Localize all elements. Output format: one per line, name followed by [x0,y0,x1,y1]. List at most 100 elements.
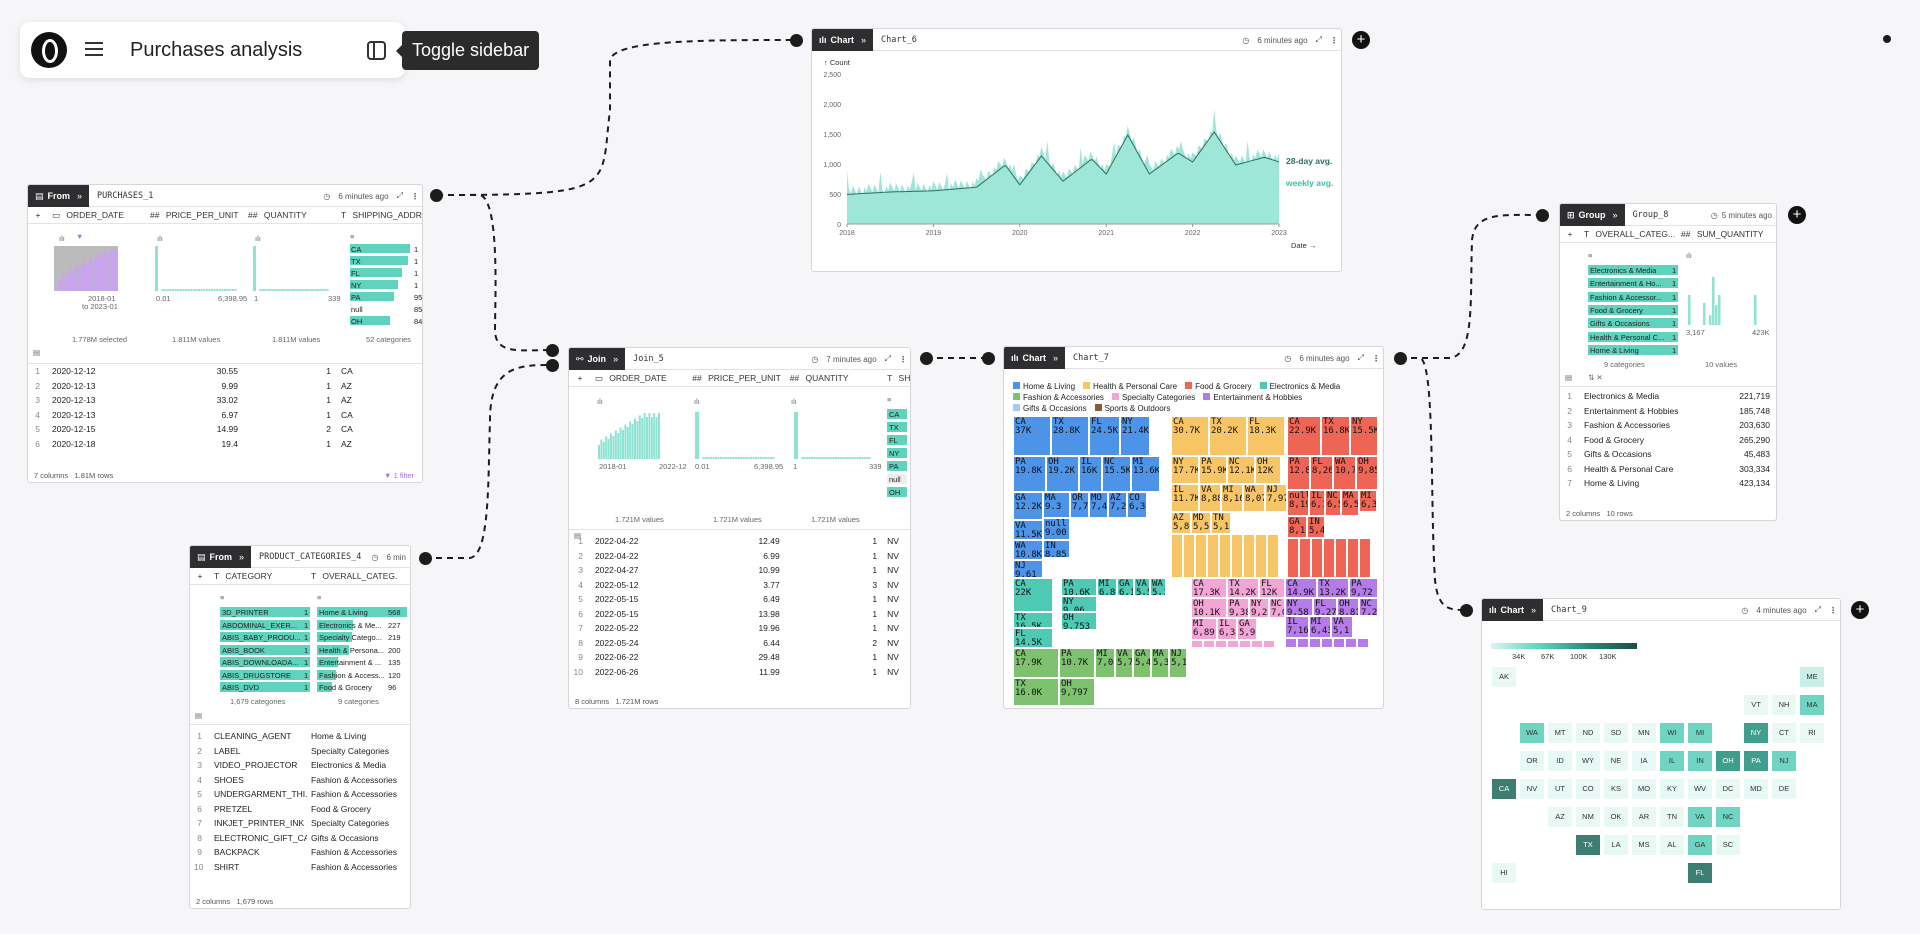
treemap-tile[interactable]: MA6,52 [1341,490,1359,516]
table-row[interactable]: 6 2020-12-18 19.4 1 AZ [28,437,422,452]
node-type-badge[interactable]: ılı Chart» [812,29,874,51]
input-port-group[interactable] [1536,209,1549,222]
expand-icon[interactable]: ⤢ [396,191,403,200]
treemap-tile[interactable]: NJ 5,1 [1169,648,1187,678]
table-row[interactable]: 6 Health & Personal Care 303,334 [1560,462,1776,477]
state-tile-az[interactable]: AZ [1548,807,1572,827]
treemap-tile[interactable]: CA 30.7K [1171,416,1209,456]
state-tile-wv[interactable]: WV [1688,779,1712,799]
table-row[interactable]: 8 2022-05-24 6.44 2 NV [569,636,910,651]
treemap-tile[interactable]: TX 14.2K [1227,578,1259,598]
treemap-tile[interactable]: PA 9,72 [1349,578,1378,598]
treemap-tile-small[interactable] [1191,640,1203,648]
output-port-categories[interactable] [419,552,432,565]
node-type-badge[interactable]: ⚯ Join» [569,348,626,370]
treemap-tile[interactable]: OH 8,81 [1337,598,1359,616]
treemap-tile[interactable]: CA 22K [1013,578,1053,612]
node-name[interactable]: Chart_9 [1551,604,1587,615]
expand-icon[interactable]: ⤢ [1315,35,1322,44]
treemap-tile-small[interactable] [1195,534,1207,578]
treemap-tile[interactable]: AZ 5,8 [1171,512,1191,534]
state-tile-nd[interactable]: ND [1576,723,1600,743]
treemap-tile[interactable]: OR7,75 [1070,492,1089,518]
legend-item[interactable]: Entertainment & Hobbies [1203,392,1302,403]
table-row[interactable]: 1 2022-04-22 12.49 1 NV [569,534,910,549]
column-header-category[interactable]: T CATEGORY [214,571,273,581]
node-purchases[interactable]: ▤ From» PURCHASES_1 ◷ 6 minutes ago ⤢ ⋮ + ▭ … [27,184,423,483]
treemap-tile[interactable]: VA 5,1 [1331,616,1353,638]
legend-item[interactable]: Food & Grocery [1185,381,1252,392]
treemap-tile[interactable]: GA 5,4 [1133,648,1151,678]
state-tile-map[interactable]: AK ME VT NH MA WA MT ND SD MN WI MI NY CT RI OR ID WY NE IA… [1492,667,1832,907]
node-type-badge[interactable]: ılı Chart» [1482,599,1544,621]
treemap-tile[interactable]: NY9,26 [1249,598,1269,618]
app-logo-icon[interactable] [31,32,67,68]
state-tile-ca[interactable]: CA [1492,779,1516,799]
table-row[interactable]: 5 UNDERGARMENT_THI... Fashion & Accessorie… [190,787,410,802]
state-tile-co[interactable]: CO [1576,779,1600,799]
treemap-tile[interactable]: TX 16.8K [1321,416,1350,456]
state-tile-or[interactable]: OR [1520,751,1544,771]
state-tile-ms[interactable]: MS [1632,835,1656,855]
table-row[interactable]: 4 2022-05-12 3.77 3 NV [569,578,910,593]
treemap-tile[interactable]: AZ7,28 [1108,492,1127,518]
state-tile-ga[interactable]: GA [1688,835,1712,855]
node-type-badge[interactable]: ⊞ Group» [1560,204,1625,226]
treemap-tile[interactable]: NC 15.5K [1102,456,1131,492]
treemap-tile-small[interactable] [1357,638,1369,648]
treemap-tile-small[interactable] [1227,640,1239,648]
column-header-sum[interactable]: ## SUM_QUANTITY [1681,229,1764,239]
state-tile-vt[interactable]: VT [1744,695,1768,715]
treemap-tile-small[interactable] [1299,538,1311,578]
treemap-tile[interactable]: FL 24.5K [1089,416,1120,456]
legend-item[interactable]: Home & Living [1013,381,1075,392]
treemap-tile[interactable]: GA 12.2K [1013,492,1043,520]
treemap-tile[interactable]: IL6,38 [1217,618,1237,640]
state-tile-la[interactable]: LA [1604,835,1628,855]
table-row[interactable]: 1 CLEANING_AGENT Home & Living [190,729,410,744]
table-row[interactable]: 3 2022-04-27 10.99 1 NV [569,563,910,578]
state-tile-dc[interactable]: DC [1716,779,1740,799]
treemap-tile-small[interactable] [1347,538,1359,578]
treemap-tile[interactable]: MI 8,16 [1221,484,1243,512]
node-chart9[interactable]: ılı Chart» Chart_9 ◷ 4 minutes ago ⤢ ⋮ 34K 67… [1481,598,1841,910]
treemap-tile[interactable]: IL6,14 [1309,490,1325,516]
node-group[interactable]: ⊞ Group» Group_8 ◷ 5 minutes ago + T OVERA… [1559,203,1777,521]
node-type-badge[interactable]: ▤ From» [190,546,252,568]
treemap-tile[interactable]: NY 17.7K [1171,456,1199,484]
treemap-tile-small[interactable] [1335,538,1347,578]
treemap-tile-small[interactable] [1239,640,1251,648]
table-row[interactable]: 7 INKJET_PRINTER_INK Specialty Categories [190,816,410,831]
table-row[interactable]: 10 2022-06-26 11.99 1 NV [569,665,910,680]
state-tile-fl[interactable]: FL [1688,863,1712,883]
treemap-tile[interactable]: IL 11.7K [1171,484,1199,512]
treemap-tile[interactable]: TX 16.5K [1013,612,1053,628]
add-node-chart6-button[interactable]: + [1352,31,1370,49]
input-port-chart9[interactable] [1460,604,1473,617]
state-tile-ri[interactable]: RI [1800,723,1824,743]
state-tile-sd[interactable]: SD [1604,723,1628,743]
state-tile-de[interactable]: DE [1772,779,1796,799]
state-tile-nm[interactable]: NM [1576,807,1600,827]
treemap-tile[interactable]: CA 37K [1013,416,1051,456]
state-tile-il[interactable]: IL [1660,751,1684,771]
treemap-tile-small[interactable] [1333,638,1345,648]
treemap-tile-small[interactable] [1285,638,1297,648]
input-port-join-left[interactable] [546,344,559,357]
state-tile-ky[interactable]: KY [1660,779,1684,799]
legend-item[interactable]: Fashion & Accessories [1013,392,1104,403]
treemap-tile[interactable]: WA 10.8K [1013,540,1043,560]
table-row[interactable]: 3 VIDEO_PROJECTOR Electronics & Media [190,758,410,773]
more-icon[interactable]: ⋮ [1372,353,1380,363]
state-tile-mi[interactable]: MI [1688,723,1712,743]
more-icon[interactable]: ⋮ [411,191,419,201]
table-row[interactable]: 1 Electronics & Media 221,719 [1560,389,1776,404]
table-row[interactable]: 9 BACKPACK Fashion & Accessories [190,845,410,860]
add-column-icon[interactable]: + [1567,229,1573,239]
legend-item[interactable]: Electronics & Media [1259,381,1340,392]
treemap-tile-small[interactable] [1359,538,1371,578]
state-tile-ct[interactable]: CT [1772,723,1796,743]
state-tile-hi[interactable]: HI [1492,863,1516,883]
column-header-price[interactable]: ## PRICE_PER_UNIT [150,210,239,220]
